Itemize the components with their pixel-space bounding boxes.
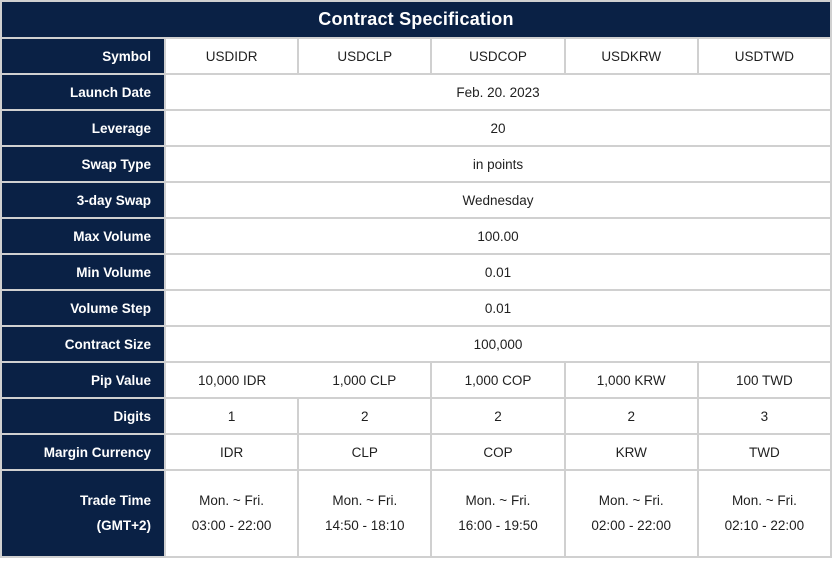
- trade-time-days: Mon. ~ Fri.: [731, 492, 797, 508]
- cell-3-day-swap: Wednesday: [166, 183, 830, 217]
- trade-time-label-line2: (GMT+2): [96, 517, 151, 533]
- cell-digits-usdcop: 2: [432, 399, 564, 433]
- cell-symbol-usdidr: USDIDR: [166, 39, 298, 73]
- cell-pip-value-krw: 1,000 KRW: [565, 363, 697, 397]
- row-label-swap-type: Swap Type: [2, 147, 164, 181]
- table-title: Contract Specification: [2, 2, 830, 37]
- cell-symbol-usdclp: USDCLP: [299, 39, 431, 73]
- row-label-symbol: Symbol: [2, 39, 164, 73]
- trade-time-hours: 03:00 - 22:00: [191, 518, 272, 533]
- cell-trade-time-usdcop: Mon. ~ Fri. 16:00 - 19:50: [432, 471, 564, 556]
- row-label-trade-time: Trade Time (GMT+2): [2, 471, 164, 556]
- row-label-digits: Digits: [2, 399, 164, 433]
- trade-time-hours: 16:00 - 19:50: [458, 518, 538, 533]
- cell-trade-time-usdtwd: Mon. ~ Fri. 02:10 - 22:00: [698, 471, 830, 556]
- cell-digits-usdclp: 2: [299, 399, 431, 433]
- cell-symbol-usdtwd: USDTWD: [698, 39, 830, 73]
- cell-pip-value-idr-clp-group: 10,000 IDR 1,000 CLP: [166, 363, 431, 397]
- trade-time-days: Mon. ~ Fri.: [199, 492, 265, 508]
- cell-symbol-usdkrw: USDKRW: [565, 39, 697, 73]
- cell-digits-usdkrw: 2: [565, 399, 697, 433]
- trade-time-days: Mon. ~ Fri.: [332, 492, 398, 508]
- row-label-volume-step: Volume Step: [2, 291, 164, 325]
- cell-swap-type: in points: [166, 147, 830, 181]
- cell-pip-value-idr: 10,000 IDR: [197, 372, 267, 388]
- cell-symbol-usdcop: USDCOP: [432, 39, 564, 73]
- cell-min-volume: 0.01: [166, 255, 830, 289]
- cell-volume-step: 0.01: [166, 291, 830, 325]
- trade-time-label-line1: Trade Time: [79, 493, 151, 509]
- row-label-max-volume: Max Volume: [2, 219, 164, 253]
- cell-contract-size: 100,000: [166, 327, 830, 361]
- cell-pip-value-cop: 1,000 COP: [432, 363, 564, 397]
- cell-margin-currency-clp: CLP: [299, 435, 431, 469]
- cell-trade-time-usdkrw: Mon. ~ Fri. 02:00 - 22:00: [565, 471, 697, 556]
- cell-trade-time-usdclp: Mon. ~ Fri. 14:50 - 18:10: [299, 471, 431, 556]
- trade-time-hours: 02:10 - 22:00: [724, 518, 805, 533]
- cell-launch-date: Feb. 20. 2023: [166, 75, 830, 109]
- row-label-min-volume: Min Volume: [2, 255, 164, 289]
- cell-pip-value-clp: 1,000 CLP: [332, 372, 397, 388]
- row-label-margin-currency: Margin Currency: [2, 435, 164, 469]
- cell-margin-currency-idr: IDR: [166, 435, 298, 469]
- cell-margin-currency-twd: TWD: [698, 435, 830, 469]
- trade-time-hours: 02:00 - 22:00: [591, 518, 671, 533]
- cell-margin-currency-cop: COP: [432, 435, 564, 469]
- trade-time-hours: 14:50 - 18:10: [325, 518, 405, 533]
- row-label-3-day-swap: 3-day Swap: [2, 183, 164, 217]
- cell-margin-currency-krw: KRW: [565, 435, 697, 469]
- cell-max-volume: 100.00: [166, 219, 830, 253]
- row-label-contract-size: Contract Size: [2, 327, 164, 361]
- trade-time-days: Mon. ~ Fri.: [598, 492, 664, 508]
- row-label-pip-value: Pip Value: [2, 363, 164, 397]
- trade-time-days: Mon. ~ Fri.: [465, 492, 531, 508]
- cell-digits-usdidr: 1: [166, 399, 298, 433]
- cell-leverage: 20: [166, 111, 830, 145]
- row-label-leverage: Leverage: [2, 111, 164, 145]
- cell-digits-usdtwd: 3: [698, 399, 830, 433]
- cell-trade-time-usdidr: Mon. ~ Fri. 03:00 - 22:00: [166, 471, 298, 556]
- cell-pip-value-twd: 100 TWD: [698, 363, 830, 397]
- row-label-launch-date: Launch Date: [2, 75, 164, 109]
